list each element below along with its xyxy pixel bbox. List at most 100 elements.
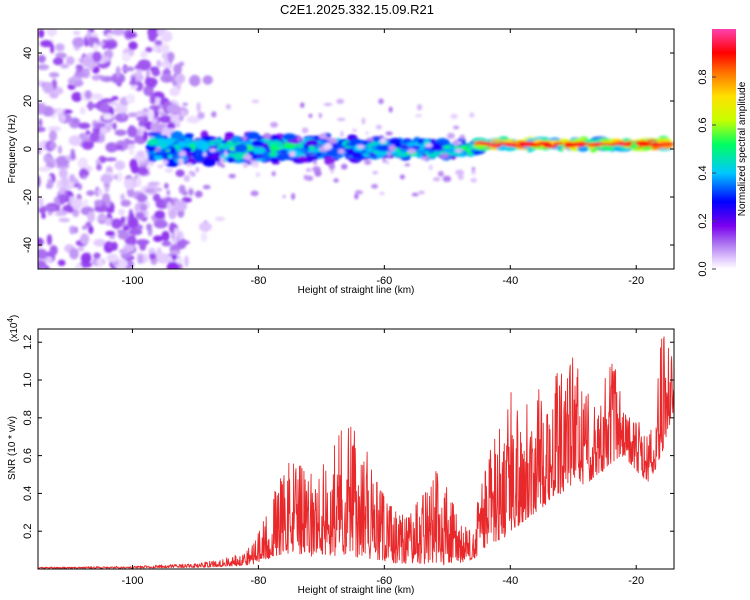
snr-y-label: SNR (10 * v/v): [7, 416, 18, 480]
spectrogram-cell: [388, 106, 393, 113]
spectrogram-cell: [137, 59, 152, 71]
spectrogram-cell: [226, 156, 235, 163]
spectrogram-cell: [123, 178, 134, 189]
spectrogram-cell: [147, 181, 161, 186]
spectrogram-cell: [104, 157, 117, 162]
spectrogram-cell: [120, 216, 126, 224]
spectrogram-cell: [251, 140, 265, 147]
spectrogram-cell: [77, 157, 88, 169]
spectrogram-cell: [89, 32, 99, 38]
spectrogram-cell: [269, 144, 278, 152]
spectrogram-cell: [120, 252, 132, 259]
spectrogram-cell: [102, 55, 110, 63]
spectrogram-cell: [104, 185, 110, 193]
snr-panel: -100 -80 -60 -40 -20 0.2 0.4 0.6 0.8 1.0 1.2 Heig…: [6, 315, 675, 596]
spectrogram-cell: [47, 178, 54, 189]
spectrogram-cell: [72, 37, 85, 48]
spectrogram-cell: [185, 163, 193, 167]
spectrogram-cell: [74, 263, 82, 269]
spectrogram-cell: [604, 142, 619, 146]
chart-title: C2E1.2025.332.15.09.R21: [280, 2, 434, 17]
spectrogram-cell: [140, 50, 148, 59]
spectrogram-cell: [162, 126, 174, 137]
spectrogram-cell: [283, 143, 296, 150]
spectrogram-cell: [454, 139, 458, 147]
spectrogram-cell: [470, 177, 477, 183]
spectrogram-cell: [155, 147, 161, 152]
spectrogram-cell: [55, 109, 64, 114]
snr-multiplier: (x104): [6, 315, 20, 342]
spectrogram-cell: [147, 108, 155, 121]
spectrogram-cell: [130, 75, 136, 86]
spectrogram-cell: [41, 106, 55, 117]
spectrogram-cell: [92, 75, 101, 81]
spectrogram-cell: [416, 104, 423, 111]
spectrogram-cell: [242, 162, 249, 168]
spectrogram-cell: [85, 221, 92, 228]
colorbar: 0.0 0.2 0.4 0.6 0.8 Normalized spectral ampl…: [697, 29, 748, 277]
spectrogram-cell: [326, 148, 341, 157]
spectrogram-cell: [92, 66, 100, 74]
spectrogram-cell: [153, 235, 163, 242]
spectrogram-cell: [79, 107, 86, 115]
spectrogram-cell: [553, 142, 564, 146]
spectrogram-cell: [98, 41, 105, 47]
spectrogram-cell: [84, 90, 92, 100]
spectrogram-cell: [94, 199, 104, 207]
spectrogram-cell: [376, 144, 392, 152]
spectrogram-cell: [180, 109, 187, 117]
spectrogram-cell: [73, 226, 79, 234]
spectrogram-cell: [328, 163, 336, 170]
spectrogram-cell: [161, 240, 172, 247]
spectrogram-cell: [354, 193, 359, 200]
spectrogram-cell: [246, 131, 260, 140]
spectrogram-cell: [388, 144, 396, 152]
spectrogram-cell: [635, 140, 651, 144]
spectrogram-cell: [174, 257, 184, 264]
spectrogram-cell: [337, 148, 345, 154]
spectrogram-cell: [428, 164, 433, 171]
spectrogram-cell: [77, 246, 85, 252]
spectrogram-cell: [160, 30, 173, 43]
spectrogram-cell: [69, 247, 79, 260]
spectrogram-cell: [56, 179, 62, 190]
spectrogram-cell: [315, 151, 323, 157]
spectrogram-panel: -100 -80 -60 -40 -20 -40 -20 0 20 40 Height of s…: [7, 28, 675, 296]
spectrogram-cell: [313, 160, 317, 165]
spectrogram-cell: [151, 118, 158, 124]
spectrogram-cell: [537, 142, 553, 146]
spectrogram-cell: [202, 158, 216, 167]
spectrogram-cell: [128, 228, 143, 236]
spectrogram-cell: [73, 30, 81, 36]
snr-x-ticks: -100 -80 -60 -40 -20: [121, 329, 644, 587]
spectrogram-cell: [111, 29, 126, 36]
snr-multiplier-close: ): [9, 315, 20, 318]
spectrogram-cell: [86, 190, 95, 196]
spectrogram-cell: [202, 184, 211, 190]
spectrogram-cell: [124, 244, 135, 253]
spectrogram-x-tick-label: -60: [376, 275, 392, 287]
spectrogram-cell: [93, 238, 107, 247]
spectrogram-cell: [385, 131, 393, 136]
spectrogram-cell: [460, 145, 469, 150]
spectrogram-cell: [379, 137, 387, 144]
spectrogram-cell: [103, 41, 117, 49]
spectrogram-cell: [58, 217, 70, 223]
spectrogram-cell: [94, 205, 108, 213]
spectrogram-cell: [194, 190, 203, 198]
spectrogram-cell: [86, 103, 99, 109]
spectrogram-cell: [270, 158, 279, 163]
spectrogram-cell: [432, 177, 441, 182]
spectrogram-cell: [69, 174, 76, 183]
spectrogram-cell: [188, 188, 194, 196]
spectrogram-cell: [429, 142, 442, 152]
spectrogram-cell: [136, 193, 148, 203]
spectrogram-cell: [446, 132, 455, 139]
spectrogram-cell: [111, 95, 119, 101]
spectrogram-y-tick-label: 0: [22, 146, 34, 152]
spectrogram-cell: [232, 152, 245, 161]
spectrogram-cell: [75, 64, 84, 71]
spectrogram-cell: [46, 234, 53, 246]
spectrogram-cell: [442, 175, 452, 183]
spectrogram-cell: [111, 72, 126, 84]
